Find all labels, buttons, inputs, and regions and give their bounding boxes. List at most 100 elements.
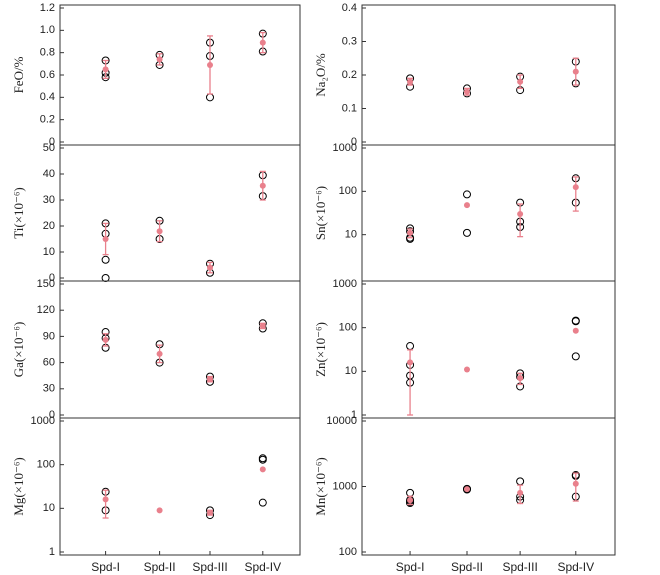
mean-point [517, 78, 524, 85]
mean-point [517, 375, 524, 382]
y-tick-label: 0 [49, 136, 55, 148]
sample-point [462, 485, 471, 494]
mean-point [156, 228, 163, 235]
y-tick-label: 1 [351, 409, 357, 421]
x-tick-label: Spd-IV [244, 560, 281, 574]
y-tick-label: 10 [43, 502, 55, 514]
y-tick-label: 100 [37, 459, 55, 471]
mean-point [207, 264, 213, 271]
y-axis-label: FeO/% [11, 56, 26, 93]
x-tick-label: Spd-I [396, 560, 425, 574]
plot-frame [361, 4, 616, 146]
sample-point [571, 352, 580, 361]
sample-point [101, 255, 110, 264]
y-tick-label: 1000 [333, 480, 357, 492]
x-tick-label: Spd-II [144, 560, 176, 574]
mean-point [463, 486, 470, 493]
mean-point [207, 509, 213, 516]
y-tick-label: 0.2 [342, 69, 357, 81]
y-tick-label: 0.4 [40, 91, 55, 103]
mean-point [102, 336, 109, 343]
y-tick-label: 20 [43, 220, 55, 232]
y-tick-label: 0.8 [40, 47, 55, 59]
y-tick-label: 1000 [333, 142, 357, 154]
mean-point [259, 182, 266, 189]
mean-point [517, 489, 524, 496]
mean-point [572, 68, 579, 75]
y-tick-label: 30 [43, 194, 55, 206]
y-axis-label: Sn(×10⁻⁶) [313, 186, 328, 240]
mean-point [207, 61, 213, 68]
y-tick-label: 10000 [326, 415, 357, 427]
mean-point [407, 229, 414, 236]
mean-point [102, 496, 109, 503]
sample-point [101, 274, 110, 282]
y-tick-label: 100 [339, 546, 357, 558]
y-tick-label: 50 [43, 142, 55, 154]
plot-frame [59, 280, 301, 419]
y-axis-label: Mg(×10⁻⁶) [11, 457, 26, 515]
mean-point [407, 497, 414, 504]
x-tick-label: Spd-I [91, 560, 120, 574]
sample-point [462, 228, 471, 237]
y-axis-label: Na₂O/% [313, 53, 328, 97]
mean-point [156, 507, 163, 514]
plot-frame [59, 4, 301, 146]
y-tick-label: 0.2 [40, 114, 55, 126]
y-tick-label: 1000 [333, 278, 357, 290]
y-axis-label: Ti(×10⁻⁶) [11, 187, 26, 238]
sample-point [406, 342, 415, 351]
y-tick-label: 1.2 [40, 2, 55, 14]
y-tick-label: 150 [37, 278, 55, 290]
plot-frame [361, 144, 616, 282]
y-tick-label: 10 [345, 229, 357, 241]
y-axis-label: Mn(×10⁻⁶) [313, 457, 328, 515]
y-tick-label: 1.0 [40, 24, 55, 36]
y-axis-label: Ga(×10⁻⁶) [11, 322, 26, 378]
x-tick-label: Spd-III [502, 560, 537, 574]
y-tick-label: 100 [339, 322, 357, 334]
x-tick-label: Spd-II [451, 560, 483, 574]
mean-point [407, 78, 414, 85]
plot-frame [361, 280, 616, 419]
mean-point [407, 359, 414, 366]
x-tick-label: Spd-III [192, 560, 227, 574]
mean-point [517, 210, 524, 217]
mean-point [463, 366, 470, 373]
y-tick-label: 0.6 [40, 69, 55, 81]
y-tick-label: 10 [43, 246, 55, 258]
mean-point [156, 350, 163, 357]
mean-point [463, 202, 470, 209]
plot-frame [59, 417, 301, 556]
y-tick-label: 0 [49, 409, 55, 421]
mean-point [259, 322, 266, 329]
y-axis-label: Zn(×10⁻⁶) [313, 322, 328, 377]
mean-point [572, 184, 579, 191]
y-tick-label: 90 [43, 330, 55, 342]
y-tick-label: 1 [49, 546, 55, 558]
y-tick-label: 0.1 [342, 102, 357, 114]
mean-point [102, 236, 109, 242]
mean-point [572, 327, 579, 334]
y-tick-label: 10 [345, 365, 357, 377]
y-tick-label: 0.3 [342, 35, 357, 47]
mean-point [102, 66, 109, 73]
y-tick-label: 100 [339, 185, 357, 197]
mean-point [207, 376, 213, 383]
sample-point [462, 190, 471, 199]
y-tick-label: 0.4 [342, 2, 357, 14]
sample-point [571, 317, 580, 326]
sample-point [516, 477, 525, 486]
sample-point [406, 488, 415, 497]
y-tick-label: 0 [351, 136, 357, 148]
y-tick-label: 1000 [31, 415, 55, 427]
mean-point [572, 480, 579, 487]
sample-point [258, 455, 267, 464]
y-tick-label: 30 [43, 383, 55, 395]
y-tick-label: 60 [43, 357, 55, 369]
mean-point [463, 88, 470, 95]
mean-point [156, 56, 163, 63]
x-tick-label: Spd-IV [557, 560, 594, 574]
mean-point [259, 39, 266, 46]
